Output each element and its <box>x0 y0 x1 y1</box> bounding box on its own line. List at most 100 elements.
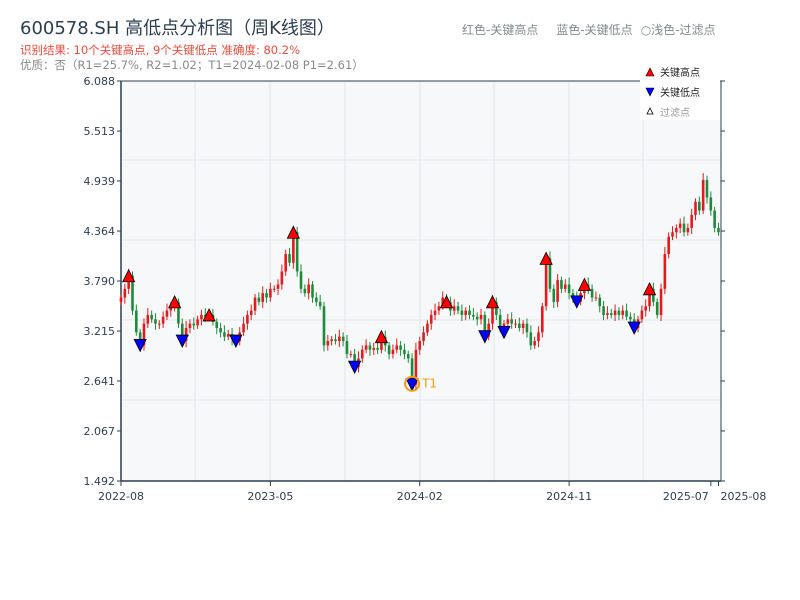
candle-body <box>682 223 686 233</box>
key-low-marker <box>627 321 641 335</box>
key-low-marker <box>570 295 584 309</box>
legend-red: 红色-关键高点 <box>462 23 539 37</box>
candle-body <box>372 348 376 350</box>
candle-body <box>127 275 130 289</box>
candle-body <box>713 210 716 228</box>
candle-body <box>326 341 330 346</box>
y-tick-label: 5.513 <box>84 125 116 138</box>
candle-body <box>609 313 613 315</box>
y-tick-label: 3.790 <box>84 275 116 288</box>
candle-body <box>119 297 123 302</box>
candle-body <box>510 319 513 324</box>
candle-body <box>644 306 648 311</box>
candle-body <box>655 301 659 315</box>
t1-circle <box>404 375 421 392</box>
y-tick-label: 3.215 <box>84 325 116 338</box>
key-low-marker <box>405 378 419 392</box>
candle-body <box>625 310 628 317</box>
candle-body <box>341 336 345 342</box>
candle-body <box>498 314 502 328</box>
candle-body <box>502 323 506 328</box>
candle-body <box>292 232 295 263</box>
key-high-marker <box>122 268 136 283</box>
key-high-marker <box>485 294 500 309</box>
legend-filtered-icon <box>646 107 654 115</box>
candle-body <box>563 284 567 289</box>
legend-light: ○浅色-过滤点 <box>640 23 716 37</box>
legend-low-icon <box>645 87 655 97</box>
candle-body <box>567 284 571 294</box>
candle-body <box>315 297 318 302</box>
candle-body <box>521 323 525 328</box>
candle-body <box>395 345 399 350</box>
candle-body <box>376 348 379 350</box>
candle-body <box>590 288 594 298</box>
key-low-marker <box>478 330 492 344</box>
candle-body <box>158 323 161 325</box>
candle-body <box>360 349 364 359</box>
candle-body <box>437 306 441 311</box>
candle-body <box>223 332 226 337</box>
candle-body <box>694 201 697 215</box>
candle-body <box>345 341 349 355</box>
candle-body <box>399 345 402 350</box>
candle-body <box>709 197 713 211</box>
candle-body <box>495 301 498 315</box>
candle-body <box>353 354 356 368</box>
candle-body <box>284 254 287 272</box>
candle-body <box>272 288 276 290</box>
candle-body <box>529 332 533 346</box>
candle-body <box>242 323 245 333</box>
y-tick-label: 4.364 <box>84 225 116 238</box>
key-low-marker <box>175 334 189 348</box>
candle-body <box>426 323 429 333</box>
candle-body <box>368 345 372 350</box>
candle-body <box>487 323 490 337</box>
candle-body <box>475 316 479 320</box>
candle-body <box>464 310 467 315</box>
candle-body <box>617 310 621 315</box>
legend-high-icon <box>645 67 655 77</box>
candle-body <box>701 180 705 211</box>
candle-body <box>422 332 425 342</box>
result-summary: 识别结果: 10个关键高点, 9个关键低点 准确度: 80.2% <box>20 43 301 57</box>
candle-body <box>154 319 157 324</box>
candle-body <box>177 301 180 324</box>
t1-label: T1 <box>421 377 437 391</box>
candle-body <box>280 271 284 285</box>
candle-body <box>138 332 142 346</box>
candle-body <box>131 275 134 311</box>
candle-body <box>261 293 265 302</box>
y-tick-label: 2.641 <box>84 375 116 388</box>
key-high-marker <box>439 294 454 309</box>
candle-body <box>311 284 314 298</box>
x-tick-label: 2025-07 <box>663 490 709 503</box>
key-low-marker <box>229 334 243 348</box>
candle-body <box>429 314 433 324</box>
candle-body <box>460 310 464 315</box>
candle-body <box>548 258 552 289</box>
candle-body <box>506 319 510 324</box>
candle-body <box>571 293 575 298</box>
candle-body <box>483 314 487 337</box>
candle-body <box>418 341 422 350</box>
y-tick-label: 6.088 <box>84 75 116 88</box>
candle-body <box>322 306 326 346</box>
candle-body <box>288 254 291 263</box>
candle-body <box>330 339 333 342</box>
candle-body <box>525 323 529 333</box>
candle-body <box>491 301 494 324</box>
candle-body <box>249 310 253 315</box>
candle-body <box>705 180 709 198</box>
candle-body <box>518 323 521 328</box>
candle-body <box>142 323 146 346</box>
x-tick-label: 2025-08 <box>720 490 766 503</box>
candle-body <box>659 288 663 315</box>
legend-filtered-label: 过滤点 <box>660 106 690 119</box>
candle-body <box>380 336 383 350</box>
candle-body <box>717 227 720 233</box>
y-tick-label: 4.939 <box>84 175 116 188</box>
y-tick-label: 2.067 <box>84 425 116 438</box>
legend-box <box>640 62 720 120</box>
candle-body <box>276 284 280 289</box>
